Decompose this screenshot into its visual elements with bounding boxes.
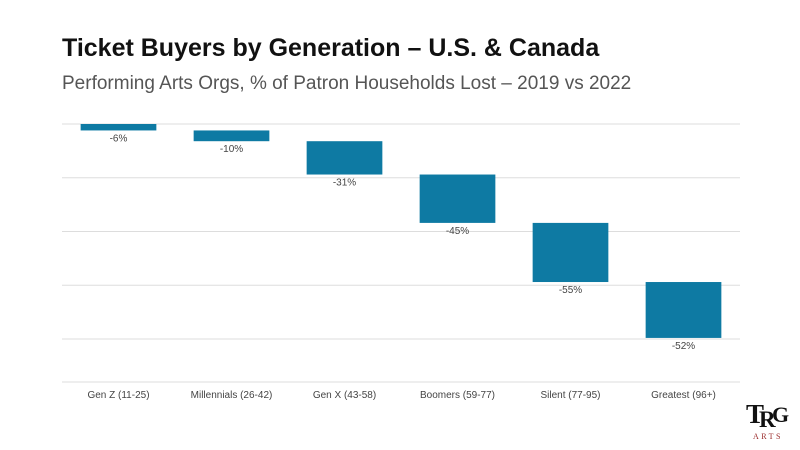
value-label-3: -45% [446, 226, 469, 237]
value-label-0: -6% [110, 133, 128, 144]
category-label-2: Gen X (43-58) [313, 390, 376, 401]
svg-text:T: T [746, 399, 764, 429]
bar-5 [645, 282, 722, 338]
svg-text:R: R [759, 407, 776, 432]
gridlines [62, 123, 740, 383]
logo-text: ARTS [753, 432, 783, 441]
category-label-5: Greatest (96+) [651, 390, 716, 401]
bars [80, 124, 722, 338]
value-label-4: -55% [559, 285, 582, 296]
value-label-2: -31% [333, 178, 356, 189]
bar-0 [80, 124, 157, 131]
chart-title: Ticket Buyers by Generation – U.S. & Can… [62, 34, 600, 62]
category-label-1: Millennials (26-42) [191, 390, 273, 401]
value-labels: -6% -10% -31% -45% -55% -52% [110, 133, 696, 351]
bar-1 [193, 130, 270, 142]
svg-text:G: G [772, 402, 789, 427]
category-label-0: Gen Z (11-25) [87, 390, 149, 401]
chart-subtitle: Performing Arts Orgs, % of Patron Househ… [62, 73, 632, 94]
category-label-4: Silent (77-95) [540, 390, 600, 401]
trg-arts-logo: T R G ARTS [746, 399, 789, 441]
bar-3 [419, 174, 496, 223]
value-label-5: -52% [672, 341, 695, 352]
value-label-1: -10% [220, 144, 243, 155]
category-label-3: Boomers (59-77) [420, 390, 495, 401]
bar-4 [532, 222, 609, 283]
bar-2 [306, 141, 383, 175]
category-labels: Gen Z (11-25) Millennials (26-42) Gen X (4… [87, 390, 715, 401]
